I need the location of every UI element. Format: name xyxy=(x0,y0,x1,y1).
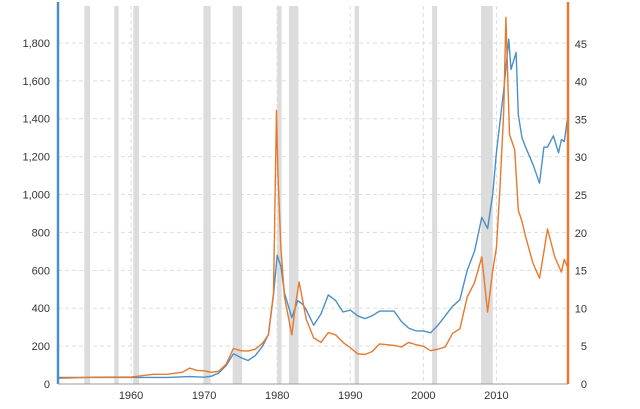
axis-lines xyxy=(56,2,570,385)
x-axis-tick-labels: 1960 1970 1980 1990 2000 2010 xyxy=(119,390,509,402)
x-tick-label: 1970 xyxy=(192,390,216,402)
left-tick-label: 1,000 xyxy=(22,190,50,202)
x-tick-label: 2010 xyxy=(484,390,508,402)
right-tick-label: 40 xyxy=(575,77,587,89)
left-axis-tick-labels: 0 200 400 600 800 1,000 1,200 1,400 1,600 1,800 xyxy=(22,38,50,391)
x-tick-label: 2000 xyxy=(411,390,435,402)
right-axis-tick-labels: 0 5 10 15 20 25 30 35 40 45 xyxy=(575,39,587,391)
recession-band-7 xyxy=(288,6,299,384)
series-lines xyxy=(57,16,569,379)
right-tick-label: 0 xyxy=(581,379,587,391)
left-tick-label: 400 xyxy=(32,303,50,315)
left-tick-label: 1,600 xyxy=(22,76,50,88)
right-tick-label: 30 xyxy=(575,152,587,164)
recession-band-8 xyxy=(354,6,360,384)
right-axis-series-line xyxy=(57,16,569,379)
recession-band-5 xyxy=(232,6,243,384)
left-tick-label: 0 xyxy=(44,379,50,391)
recession-band-9 xyxy=(432,6,438,384)
left-tick-label: 200 xyxy=(32,341,50,353)
left-axis-series-line xyxy=(58,38,569,379)
right-tick-label: 35 xyxy=(575,114,587,126)
x-tick-label: 1980 xyxy=(265,390,289,402)
left-tick-label: 1,400 xyxy=(22,114,50,126)
left-tick-label: 800 xyxy=(32,227,50,239)
left-tick-label: 600 xyxy=(32,265,50,277)
left-tick-label: 1,800 xyxy=(22,38,50,50)
right-tick-label: 5 xyxy=(581,341,587,353)
right-tick-label: 10 xyxy=(575,303,587,315)
right-tick-label: 45 xyxy=(575,39,587,51)
right-tick-label: 20 xyxy=(575,228,587,240)
x-tick-label: 1990 xyxy=(338,390,362,402)
x-tick-label: 1960 xyxy=(119,390,143,402)
gridlines xyxy=(58,6,568,384)
right-tick-label: 15 xyxy=(575,266,587,278)
right-tick-label: 25 xyxy=(575,190,587,202)
left-tick-label: 1,200 xyxy=(22,152,50,164)
